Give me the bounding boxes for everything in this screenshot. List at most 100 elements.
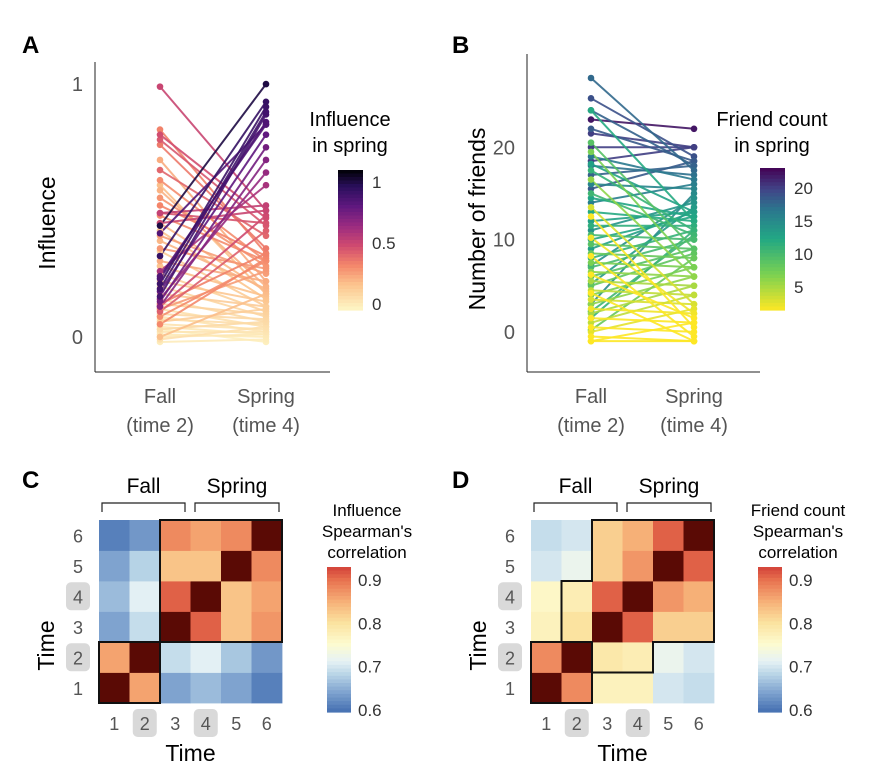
y-tick-label: 1	[72, 74, 83, 96]
tick-highlight	[193, 709, 218, 737]
tick-highlight	[66, 582, 90, 611]
heatmap-cell	[531, 581, 562, 612]
colorbar-segment	[338, 303, 363, 308]
series-line	[159, 133, 267, 219]
colorbar-tick-label: 0	[372, 295, 381, 314]
colorbar-segment	[760, 292, 785, 297]
colorbar-segment	[327, 606, 351, 612]
spring-point	[262, 207, 270, 214]
colorbar-segment	[338, 285, 363, 290]
colorbar-segment	[327, 690, 351, 695]
fall-point	[587, 116, 595, 123]
spring-point	[690, 125, 698, 133]
heatmap-cell	[221, 581, 252, 612]
spring-point	[262, 156, 270, 164]
colorbar-segment	[338, 271, 363, 276]
cluster-outline	[98, 519, 283, 704]
spring-point	[690, 222, 698, 230]
spring-point	[690, 190, 698, 197]
x-tick-label: 4	[201, 714, 211, 734]
colorbar-segment	[338, 184, 363, 189]
series-line	[590, 255, 695, 338]
fall-point	[587, 190, 595, 197]
colorbar-segment	[327, 610, 351, 615]
colorbar-segment	[338, 229, 363, 234]
spring-point	[690, 227, 698, 234]
colorbar-segment	[758, 570, 782, 575]
tick-highlight	[132, 709, 157, 737]
colorbar-segment	[338, 222, 363, 227]
x-tick-label: 2	[572, 714, 582, 734]
colorbar-segment	[760, 185, 785, 190]
fall-point	[587, 328, 595, 336]
heatmap-cell	[221, 672, 252, 704]
series-line	[159, 159, 267, 308]
spring-point	[262, 262, 270, 270]
fall-point	[587, 271, 595, 278]
spring-point	[262, 108, 270, 116]
colorbar-segment	[338, 180, 363, 185]
heatmap-cell	[561, 520, 593, 551]
colorbar-segment	[758, 596, 782, 601]
fall-point	[587, 194, 595, 202]
colorbar-segment	[327, 643, 351, 648]
series-line	[159, 257, 267, 326]
series-line	[159, 101, 267, 257]
y-axis-label: Time	[465, 620, 491, 670]
fall-point	[156, 194, 164, 202]
heatmap-cell	[561, 672, 593, 704]
colorbar-segment	[758, 577, 782, 583]
fall-point	[587, 289, 595, 297]
fall-point	[587, 252, 595, 260]
spring-point	[262, 227, 270, 235]
fall-point	[587, 277, 595, 285]
colorbar-segment	[338, 191, 363, 196]
y-axis-label: Number of friends	[464, 128, 490, 311]
fall-point	[587, 203, 595, 211]
heatmap-cell	[622, 520, 654, 551]
colorbar-segment	[758, 603, 782, 608]
fall-point	[587, 160, 595, 168]
fall-point	[587, 143, 595, 151]
heatmap-cell	[129, 642, 161, 673]
colorbar-segment	[327, 592, 351, 597]
spring-point	[690, 263, 698, 271]
fall-point	[587, 282, 595, 290]
spring-point	[690, 231, 698, 239]
colorbar-segment	[760, 228, 785, 233]
fall-point	[156, 320, 164, 328]
spring-point	[690, 157, 698, 165]
colorbar-tick-label: 1	[372, 173, 381, 192]
fall-point	[587, 130, 595, 137]
fall-point	[156, 308, 164, 315]
heatmap-cell	[190, 520, 222, 551]
colorbar-segment	[758, 621, 782, 626]
colorbar-segment	[758, 599, 782, 604]
colorbar-segment	[758, 657, 782, 662]
legend-title: Influence	[333, 501, 402, 520]
fall-point	[587, 74, 595, 82]
series-line	[590, 164, 695, 176]
spring-point	[262, 250, 270, 257]
colorbar-segment	[758, 693, 782, 699]
heatmap-cell	[622, 611, 654, 643]
fall-point	[587, 245, 595, 253]
colorbar-segment	[327, 654, 351, 659]
fall-point	[156, 186, 164, 194]
fall-point	[156, 326, 164, 333]
colorbar-segment	[758, 567, 782, 572]
colorbar-segment	[338, 275, 363, 280]
heatmap-cell	[190, 611, 222, 643]
colorbar-segment	[758, 625, 782, 630]
y-tick-label: 5	[73, 557, 83, 577]
colorbar-segment	[327, 672, 351, 677]
fall-point	[587, 300, 595, 308]
colorbar-segment	[338, 250, 363, 255]
colorbar-segment	[760, 221, 785, 226]
series-line	[159, 229, 267, 313]
fall-point	[156, 141, 164, 149]
fall-point	[156, 257, 164, 265]
spring-point	[690, 337, 698, 345]
series-line	[159, 313, 267, 321]
